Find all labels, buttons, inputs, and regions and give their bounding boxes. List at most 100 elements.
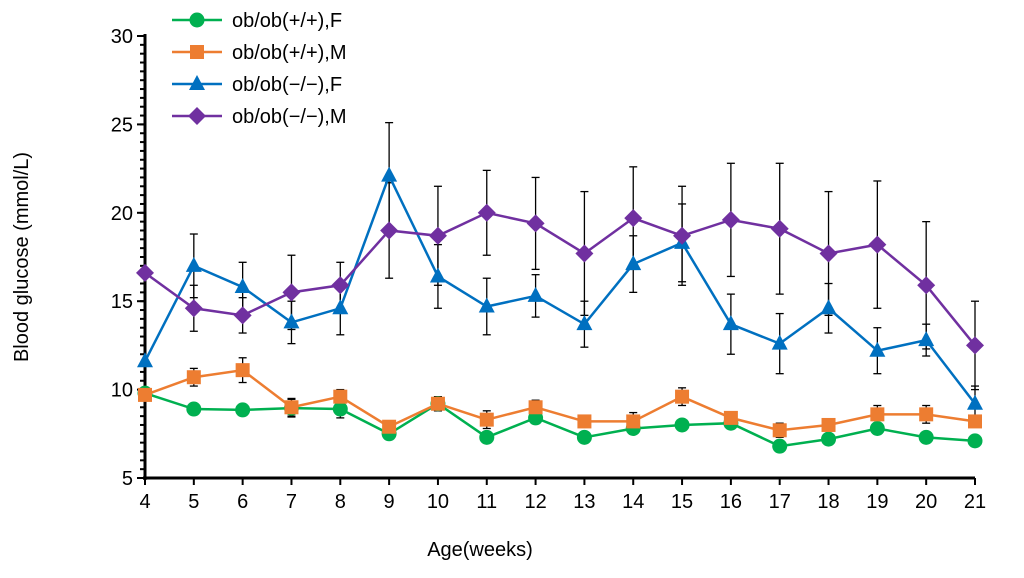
x-tick-label: 17	[769, 491, 791, 513]
data-point-square	[821, 417, 836, 432]
data-point-triangle	[722, 315, 739, 331]
data-point-circle	[235, 402, 251, 418]
data-point-circle	[674, 417, 690, 433]
data-point-triangle	[625, 255, 642, 271]
data-point-diamond	[624, 209, 643, 228]
x-tick-label: 10	[427, 491, 449, 513]
data-point-triangle	[137, 352, 153, 368]
y-tick-label: 5	[122, 468, 133, 490]
data-point-diamond	[233, 306, 252, 325]
series-line	[144, 391, 976, 448]
data-point-diamond	[184, 299, 203, 318]
data-point-diamond	[819, 244, 838, 263]
data-point-triangle	[527, 286, 544, 302]
data-point-triangle	[820, 299, 837, 315]
data-point-square	[284, 400, 299, 415]
x-tick-label: 12	[524, 491, 546, 513]
data-point-circle	[189, 12, 205, 28]
x-tick-label: 14	[622, 491, 644, 513]
x-tick-label: 4	[139, 491, 150, 513]
legend-label: ob/ob(+/+),F	[232, 10, 342, 32]
x-tick-label: 6	[237, 491, 248, 513]
series-line	[144, 368, 976, 432]
y-tick-label: 20	[111, 203, 133, 225]
x-tick-label: 16	[720, 491, 742, 513]
data-point-triangle	[771, 334, 788, 350]
data-point-triangle	[283, 313, 300, 329]
data-point-triangle	[967, 394, 983, 410]
data-point-square	[479, 412, 494, 427]
y-tick-label: 25	[111, 114, 133, 136]
x-tick-label: 19	[866, 491, 888, 513]
data-point-diamond	[331, 276, 350, 295]
y-tick-label: 15	[111, 291, 133, 313]
y-tick-label: 30	[111, 26, 133, 48]
x-tick-label: 11	[476, 491, 497, 513]
data-point-diamond	[868, 235, 887, 254]
data-point-triangle	[185, 256, 202, 272]
x-tick-label: 20	[915, 491, 937, 513]
x-tick-label: 21	[964, 491, 986, 513]
legend-label: ob/ob(−/−),F	[232, 74, 342, 96]
data-point-diamond	[966, 336, 984, 355]
data-point-square	[626, 414, 641, 429]
data-point-square	[235, 363, 250, 378]
series-line	[144, 211, 976, 347]
data-point-diamond	[673, 226, 692, 245]
data-point-diamond	[380, 221, 399, 240]
legend-label: ob/ob(−/−),M	[232, 106, 347, 128]
x-tick-label: 7	[286, 491, 297, 513]
data-point-diamond	[282, 283, 301, 302]
data-point-diamond	[721, 210, 740, 229]
data-point-square	[919, 407, 934, 422]
data-point-square	[870, 407, 885, 422]
y-tick-label: 10	[111, 380, 133, 402]
data-point-diamond	[477, 203, 496, 222]
data-point-triangle	[918, 331, 935, 347]
data-point-circle	[821, 431, 837, 447]
x-tick-label: 15	[671, 491, 693, 513]
data-point-diamond	[770, 219, 789, 238]
data-point-triangle	[381, 166, 398, 182]
data-point-square	[577, 414, 592, 429]
data-point-square	[190, 45, 204, 59]
x-tick-label: 5	[188, 491, 199, 513]
data-point-circle	[576, 429, 592, 445]
data-point-square	[382, 419, 397, 434]
data-point-square	[186, 370, 201, 385]
data-point-circle	[918, 429, 934, 445]
data-point-triangle	[189, 75, 205, 90]
data-point-square	[772, 423, 787, 438]
x-tick-label: 13	[573, 491, 595, 513]
data-point-diamond	[575, 244, 594, 263]
x-tick-label: 9	[384, 491, 395, 513]
data-point-circle	[967, 433, 983, 449]
data-point-circle	[479, 429, 495, 445]
data-point-diamond	[136, 263, 154, 282]
data-point-square	[138, 387, 152, 402]
y-axis-label: Blood glucose (mmol/L)	[11, 152, 33, 362]
data-point-triangle	[332, 299, 349, 315]
data-point-triangle	[576, 315, 593, 331]
data-point-square	[333, 389, 348, 404]
data-point-triangle	[478, 297, 495, 313]
data-point-circle	[186, 401, 202, 417]
series-line	[143, 172, 976, 405]
data-point-diamond	[526, 214, 545, 233]
x-tick-label: 18	[817, 491, 839, 513]
data-point-circle	[332, 401, 348, 417]
data-point-triangle	[869, 341, 886, 357]
data-point-square	[675, 389, 690, 404]
legend-label: ob/ob(+/+),M	[232, 42, 347, 64]
data-point-circle	[869, 420, 885, 436]
data-point-square	[430, 396, 445, 411]
data-point-square	[528, 400, 543, 415]
data-point-diamond	[188, 107, 206, 125]
data-point-diamond	[428, 226, 447, 245]
data-point-diamond	[917, 276, 936, 295]
data-point-triangle	[429, 267, 446, 283]
data-point-circle	[772, 438, 788, 454]
x-tick-label: 8	[335, 491, 346, 513]
